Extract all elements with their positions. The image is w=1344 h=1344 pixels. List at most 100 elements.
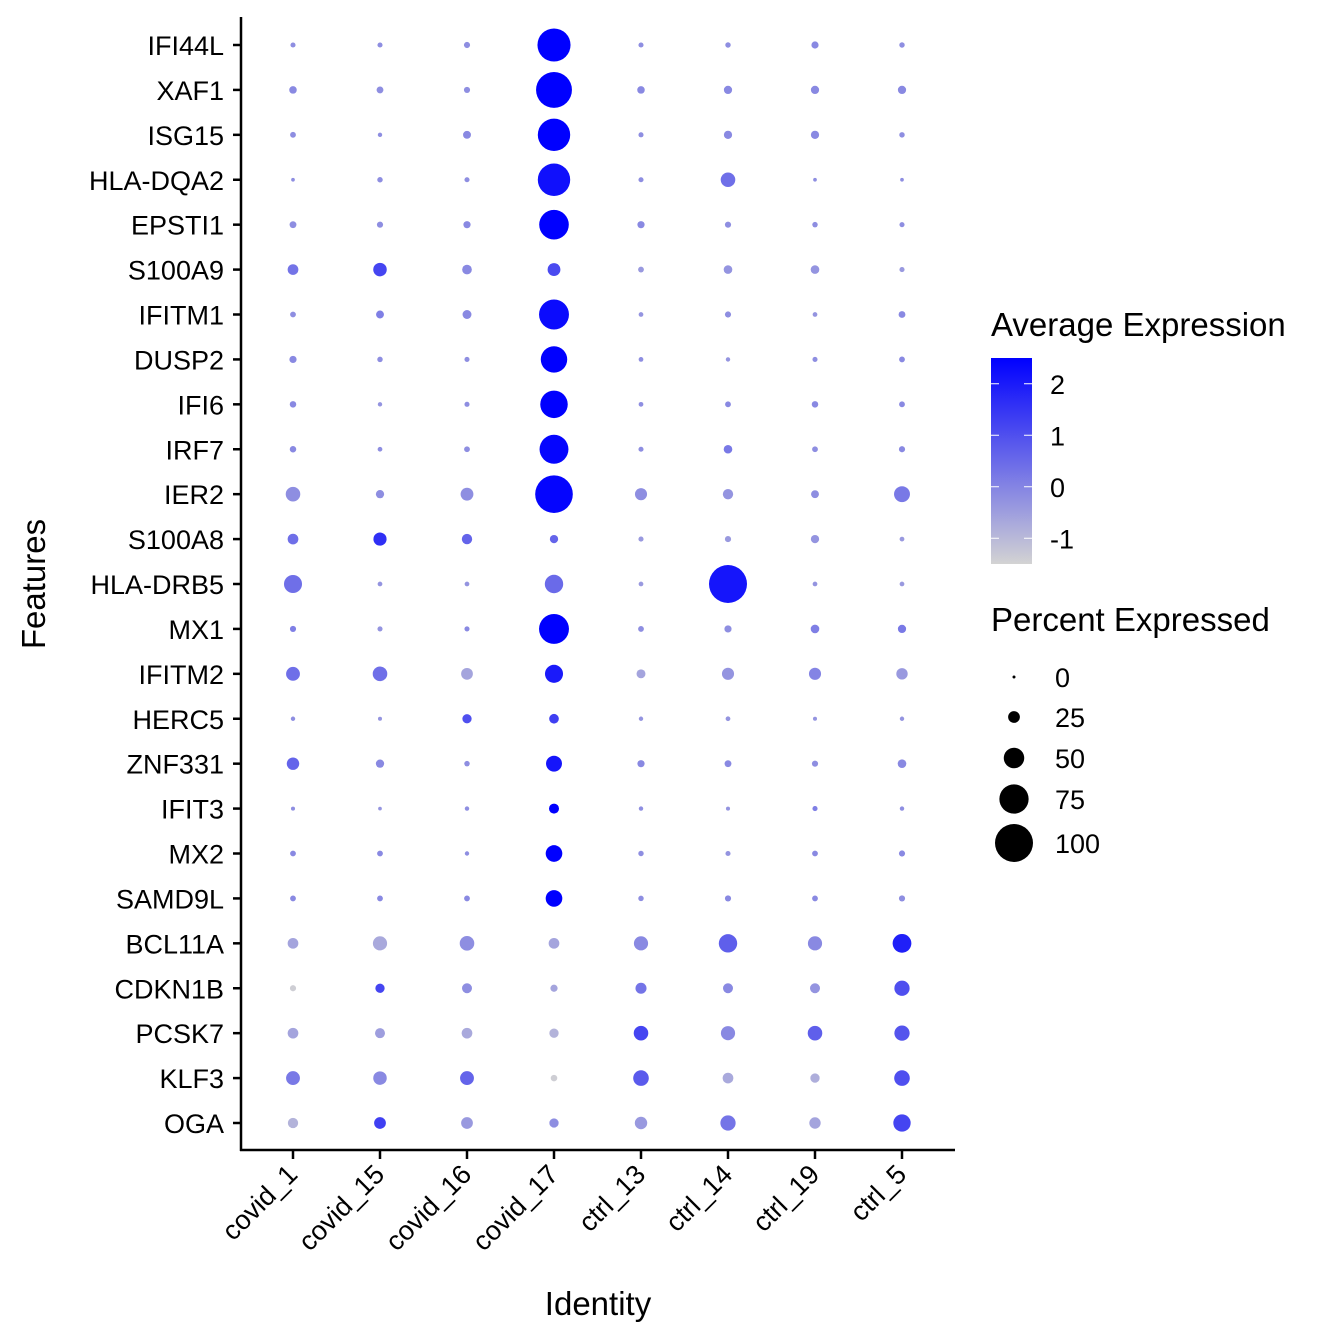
dot-S100A9-covid_16	[462, 264, 472, 275]
dot-IFIT3-covid_17	[549, 803, 559, 814]
dot-PCSK7-covid_15	[375, 1028, 385, 1039]
dot-XAF1-ctrl_13	[637, 86, 645, 94]
dot-EPSTI1-covid_16	[463, 221, 471, 229]
dot-IER2-covid_17	[535, 475, 573, 513]
x-tick-label: covid_17	[467, 1159, 565, 1257]
dot-IFIT3-covid_15	[378, 806, 382, 811]
dot-IFIT3-ctrl_13	[638, 806, 644, 811]
x-tick-label: ctrl_19	[747, 1159, 826, 1238]
dot-DUSP2-ctrl_19	[812, 356, 818, 362]
color-bar	[991, 358, 1032, 564]
dot-HERC5-ctrl_5	[899, 716, 905, 721]
y-tick-label: ISG15	[147, 121, 224, 151]
dot-S100A8-covid_15	[373, 532, 387, 546]
y-tick-label: XAF1	[156, 76, 224, 106]
y-tick-label: S100A9	[128, 256, 224, 286]
dot-IER2-covid_16	[460, 487, 474, 501]
size-legend-label: 100	[1055, 829, 1100, 859]
dot-CDKN1B-ctrl_14	[723, 983, 733, 994]
dot-EPSTI1-covid_17	[539, 209, 569, 240]
dot-IRF7-ctrl_13	[638, 446, 644, 452]
dot-BCL11A-covid_15	[372, 936, 388, 951]
size-legend-label: 0	[1055, 663, 1070, 693]
dot-OGA-covid_16	[461, 1117, 473, 1129]
dot-HLA-DQA2-ctrl_19	[813, 177, 817, 182]
dot-IFI6-ctrl_13	[638, 401, 644, 407]
dot-OGA-ctrl_5	[893, 1114, 911, 1132]
size-legend-items: 0 25 50 75 100	[995, 663, 1100, 862]
dot-HERC5-covid_16	[462, 714, 472, 724]
dot-IFITM2-ctrl_19	[808, 667, 822, 680]
dot-S100A8-ctrl_13	[638, 536, 644, 542]
dot-XAF1-ctrl_14	[723, 85, 733, 95]
dot-PCSK7-ctrl_13	[633, 1025, 649, 1041]
dot-PCSK7-ctrl_5	[894, 1025, 910, 1041]
dot-HLA-DRB5-ctrl_14	[709, 565, 747, 603]
dot-XAF1-covid_16	[463, 86, 471, 93]
dot-BCL11A-covid_16	[459, 936, 475, 951]
color-legend-title: Average Expression	[991, 306, 1286, 343]
dot-HLA-DRB5-ctrl_5	[899, 581, 905, 587]
dot-BCL11A-covid_1	[287, 937, 299, 949]
dot-KLF3-ctrl_14	[722, 1072, 734, 1084]
dot-HLA-DRB5-covid_15	[377, 581, 383, 587]
y-tick-label: HLA-DRB5	[90, 570, 224, 600]
dot-DUSP2-covid_16	[464, 356, 470, 362]
dot-EPSTI1-ctrl_19	[812, 221, 818, 228]
dot-IFITM2-ctrl_5	[896, 668, 908, 680]
dot-HERC5-ctrl_14	[725, 716, 731, 722]
dot-IFITM2-covid_16	[461, 667, 473, 680]
dot-ISG15-covid_16	[463, 130, 471, 139]
dot-CDKN1B-covid_17	[550, 984, 558, 992]
dot-IFITM1-covid_1	[290, 311, 296, 318]
dot-IFITM1-covid_16	[462, 310, 472, 319]
dot-HLA-DRB5-covid_16	[464, 581, 470, 587]
dot-KLF3-covid_16	[460, 1071, 474, 1086]
dot-IFI44L-ctrl_14	[725, 42, 731, 48]
dot-PCSK7-ctrl_19	[807, 1025, 823, 1041]
dot-IFI6-covid_15	[377, 402, 383, 407]
dot-SAMD9L-covid_16	[464, 895, 470, 902]
dot-IFITM1-covid_17	[539, 299, 569, 330]
dot-ZNF331-covid_1	[286, 757, 300, 770]
dots-layer	[283, 28, 912, 1132]
x-tick-label: covid_1	[216, 1159, 303, 1246]
dot-ISG15-covid_17	[537, 118, 571, 152]
y-tick-label: IFITM2	[139, 660, 225, 690]
size-legend-label: 50	[1055, 744, 1085, 774]
dot-IFI6-ctrl_5	[899, 401, 905, 408]
dot-OGA-covid_15	[374, 1117, 386, 1129]
y-tick-label: OGA	[164, 1109, 224, 1139]
dot-IFIT3-covid_1	[290, 806, 296, 811]
dot-IFI44L-covid_1	[290, 42, 296, 48]
dot-S100A8-ctrl_5	[899, 536, 905, 542]
dot-IFI6-ctrl_14	[725, 401, 731, 408]
y-tick-label: ZNF331	[126, 750, 224, 780]
dot-IRF7-covid_16	[464, 446, 470, 453]
dot-IFI44L-covid_17	[537, 28, 571, 62]
color-bar-label: 0	[1050, 473, 1065, 503]
dot-IFIT3-ctrl_14	[725, 806, 731, 811]
dot-S100A9-ctrl_14	[723, 265, 733, 274]
dot-PCSK7-covid_1	[287, 1027, 299, 1039]
y-axis-title: Features	[15, 519, 52, 649]
x-tick-label: covid_16	[380, 1159, 478, 1257]
dot-IFITM2-covid_17	[544, 664, 564, 683]
dot-MX1-covid_1	[289, 625, 297, 632]
dot-SAMD9L-ctrl_13	[638, 895, 644, 902]
dot-KLF3-covid_1	[286, 1071, 300, 1086]
dot-S100A8-ctrl_19	[810, 534, 820, 544]
dot-BCL11A-ctrl_13	[633, 936, 649, 951]
dot-XAF1-covid_1	[289, 86, 297, 94]
dot-PCSK7-covid_16	[461, 1027, 473, 1039]
dot-HLA-DQA2-ctrl_13	[638, 177, 644, 183]
dot-IFI44L-ctrl_13	[638, 42, 644, 48]
dot-IFI44L-ctrl_5	[899, 42, 905, 48]
dot-IRF7-ctrl_19	[812, 446, 818, 453]
dot-SAMD9L-covid_17	[545, 890, 563, 907]
dot-OGA-ctrl_19	[809, 1117, 821, 1129]
dot-HERC5-ctrl_13	[638, 716, 644, 721]
dot-OGA-covid_17	[549, 1118, 559, 1128]
dot-EPSTI1-ctrl_14	[724, 221, 732, 228]
